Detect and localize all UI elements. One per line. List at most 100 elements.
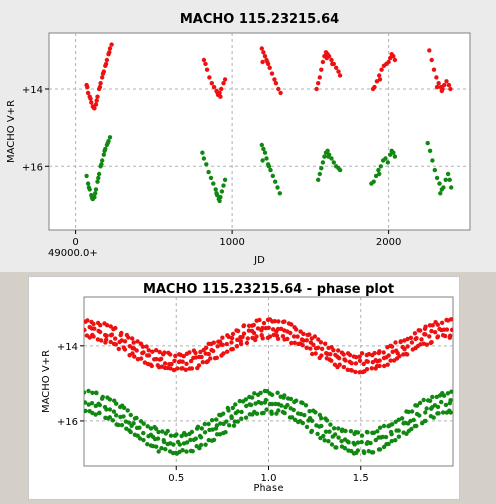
data-point [445,391,451,396]
data-point [172,358,177,363]
data-point [126,335,131,340]
data-point [140,344,146,349]
data-point [375,429,380,434]
data-point [211,181,216,186]
data-point [385,160,390,165]
data-point [377,425,383,430]
data-point [331,426,337,431]
data-point [315,345,321,350]
phase-plot-chart: 0.5 1.0 1.5 +14 +16 MACHO 115.23215.64 - phas… [41,282,454,494]
data-point [198,442,204,448]
data-point [435,322,440,327]
data-point [393,438,398,443]
data-point [92,326,97,331]
data-point [199,354,204,360]
data-point [421,397,426,403]
data-point [316,81,321,86]
data-point [220,335,225,340]
data-point [357,358,363,363]
data-point [206,421,211,427]
data-point [317,171,322,177]
data-point [291,407,296,413]
data-point [97,410,102,416]
data-point [240,334,245,340]
data-point [218,421,223,426]
data-point [436,411,441,416]
data-point [171,367,177,373]
data-point [97,84,103,90]
data-point [84,390,87,395]
data-point [349,361,354,366]
data-point [355,440,361,445]
data-point [418,328,423,333]
data-point [304,338,309,343]
data-point [336,348,341,353]
data-point [184,449,189,454]
data-point [442,82,447,88]
data-point [260,325,265,331]
data-point [180,448,185,453]
data-point [353,361,359,366]
data-point [427,48,432,53]
data-point [292,417,298,422]
data-point [221,183,226,188]
data-point [108,324,113,329]
data-point [206,169,211,175]
data-point [300,420,305,426]
data-point [154,348,159,353]
data-point [195,424,201,429]
data-point [383,156,388,161]
data-point [322,154,327,159]
data-point [294,327,299,332]
data-point [96,171,102,177]
data-point [162,350,167,355]
data-point [399,416,405,421]
data-point [431,67,437,72]
data-point [319,423,324,429]
data-point [238,341,244,347]
data-point [146,348,151,353]
data-point [381,350,386,355]
data-point [85,84,90,90]
data-point [101,152,107,157]
data-point [334,65,339,71]
data-point [324,418,330,423]
data-point [159,446,164,451]
data-point [98,81,103,86]
data-point [448,317,453,322]
data-point [84,408,88,414]
data-point [94,390,99,396]
data-point [448,398,453,403]
data-point [377,77,383,82]
data-point [329,358,334,363]
data-point [276,319,281,324]
data-point [204,162,209,167]
data-point [183,432,189,438]
data-point [261,410,266,416]
data-point [262,150,268,155]
data-point [201,156,207,161]
data-point [254,411,260,416]
data-point [131,340,136,345]
data-point [132,354,137,359]
data-point [329,57,334,63]
data-point [96,175,101,181]
data-point [215,344,220,349]
data-point [427,334,432,339]
data-point [146,353,152,358]
data-point [168,352,173,357]
data-point [169,361,174,367]
data-point [110,418,116,423]
data-point [444,79,449,84]
data-point [130,336,135,341]
data-point [137,425,142,430]
data-point [107,50,112,55]
data-point [318,340,324,345]
data-point [409,426,414,432]
data-point [266,325,271,330]
data-point [213,187,218,192]
data-point [99,338,104,343]
data-point [217,198,222,204]
data-point [259,142,264,148]
data-point [419,337,424,342]
